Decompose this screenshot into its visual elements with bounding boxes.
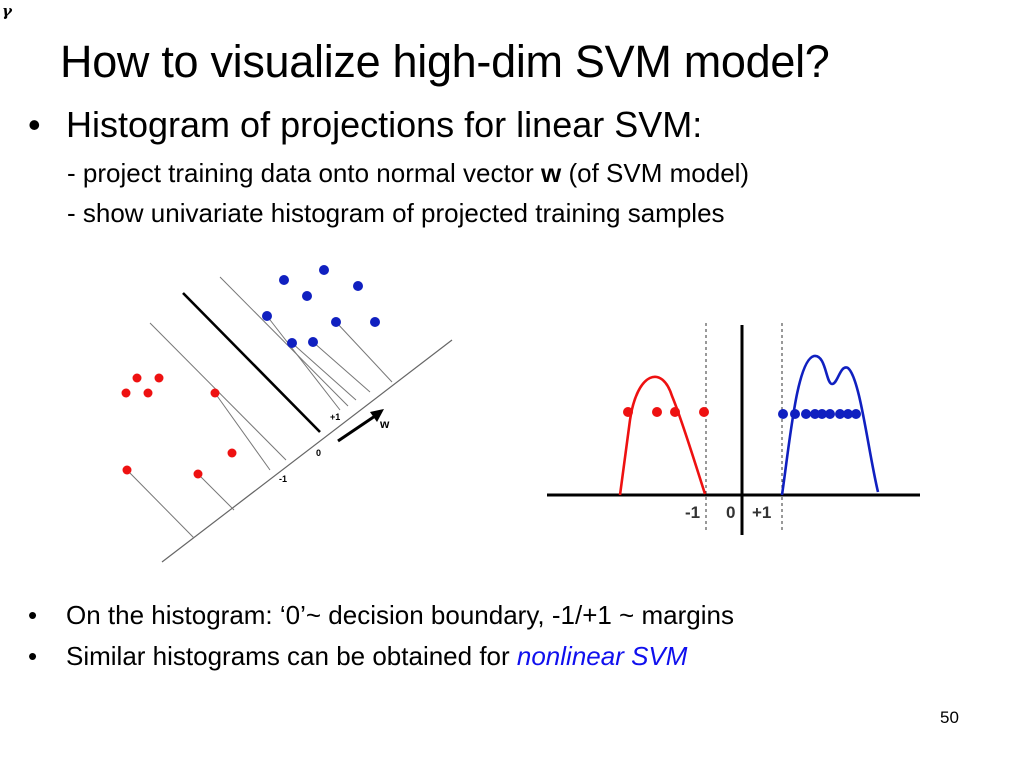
- blue-projected-point: [817, 409, 827, 419]
- projection-axis: [161, 339, 453, 563]
- blue-projected-points: [778, 409, 861, 419]
- projection-line: [312, 341, 371, 393]
- blue-projected-point: [810, 409, 820, 419]
- bullet-dot: •: [28, 600, 38, 630]
- axis-label-plus1: +1: [752, 503, 771, 522]
- blue-projected-point: [778, 409, 788, 419]
- nonlinear-svm-link[interactable]: nonlinear SVM: [516, 641, 688, 671]
- blue-projected-point: [835, 409, 845, 419]
- red-points: [121, 373, 237, 479]
- blue-point: [302, 291, 312, 301]
- red-distribution-curve: [618, 375, 707, 496]
- projection-line: [266, 315, 341, 411]
- bottom-bullet-2-text: Similar histograms can be obtained for: [66, 641, 517, 671]
- red-point: [132, 373, 142, 383]
- red-projected-points: [623, 407, 709, 417]
- projection-line: [197, 473, 235, 511]
- red-point: [122, 465, 132, 475]
- blue-projected-point: [801, 409, 811, 419]
- right-histogram-figure: -1 0 +1: [547, 323, 920, 535]
- red-projected-point: [652, 407, 662, 417]
- red-point: [143, 388, 153, 398]
- red-projected-point: [699, 407, 709, 417]
- left-projection-figure: w +1 0 -1: [121, 265, 453, 563]
- blue-distribution-curve: [780, 354, 880, 496]
- blue-point: [287, 338, 297, 348]
- gamma-symbol: γ: [2, 2, 12, 20]
- blue-points: [262, 265, 380, 348]
- blue-projected-point: [843, 409, 853, 419]
- projection-line: [126, 469, 195, 539]
- projection-line: [214, 392, 271, 471]
- w-arrow-shaft: [337, 412, 379, 443]
- red-point: [210, 388, 220, 398]
- red-point: [227, 448, 237, 458]
- projection-line: [335, 321, 393, 383]
- slide-title: How to visualize high-dim SVM model?: [60, 36, 830, 87]
- axis-label-zero: 0: [726, 503, 735, 522]
- bullet-dot: •: [28, 641, 38, 671]
- blue-point: [279, 275, 289, 285]
- plus1-label: +1: [330, 412, 340, 422]
- blue-point: [308, 337, 318, 347]
- w-arrow-head: [370, 409, 384, 422]
- bottom-bullet-histogram-meaning: • On the histogram: ‘0’~ decision boundar…: [28, 600, 734, 631]
- margin-line-plus: [219, 276, 349, 407]
- zero-label: 0: [316, 448, 321, 458]
- blue-point: [319, 265, 329, 275]
- blue-point: [370, 317, 380, 327]
- blue-point: [262, 311, 272, 321]
- red-projected-point: [670, 407, 680, 417]
- minus1-label: -1: [279, 474, 287, 484]
- sub-bullet-histogram: - show univariate histogram of projected…: [67, 198, 725, 228]
- bullet-dot: •: [28, 104, 41, 145]
- blue-projected-point: [851, 409, 861, 419]
- w-label: w: [379, 417, 390, 431]
- sub-bullet-project-pre: - project training data onto normal vect…: [67, 158, 542, 188]
- blue-projected-point: [825, 409, 835, 419]
- red-point: [121, 388, 131, 398]
- axis-label-minus1: -1: [685, 503, 700, 522]
- bottom-bullet-nonlinear: • Similar histograms can be obtained for …: [28, 641, 687, 672]
- red-point: [193, 469, 203, 479]
- main-bullet: • Histogram of projections for linear SVM…: [28, 104, 702, 146]
- sub-bullet-project-post: (of SVM model): [561, 158, 750, 188]
- blue-point: [331, 317, 341, 327]
- page-number: 50: [940, 708, 959, 727]
- red-projected-point: [623, 407, 633, 417]
- main-bullet-text: Histogram of projections for linear SVM:: [66, 104, 703, 145]
- blue-point: [353, 281, 363, 291]
- blue-projected-point: [790, 409, 800, 419]
- decision-boundary: [182, 292, 321, 433]
- normal-vector-w: w: [541, 158, 562, 188]
- sub-bullet-project: - project training data onto normal vect…: [67, 158, 749, 189]
- projection-line: [291, 342, 357, 401]
- bottom-bullet-1-text: On the histogram: ‘0’~ decision boundary…: [66, 600, 734, 630]
- red-point: [154, 373, 164, 383]
